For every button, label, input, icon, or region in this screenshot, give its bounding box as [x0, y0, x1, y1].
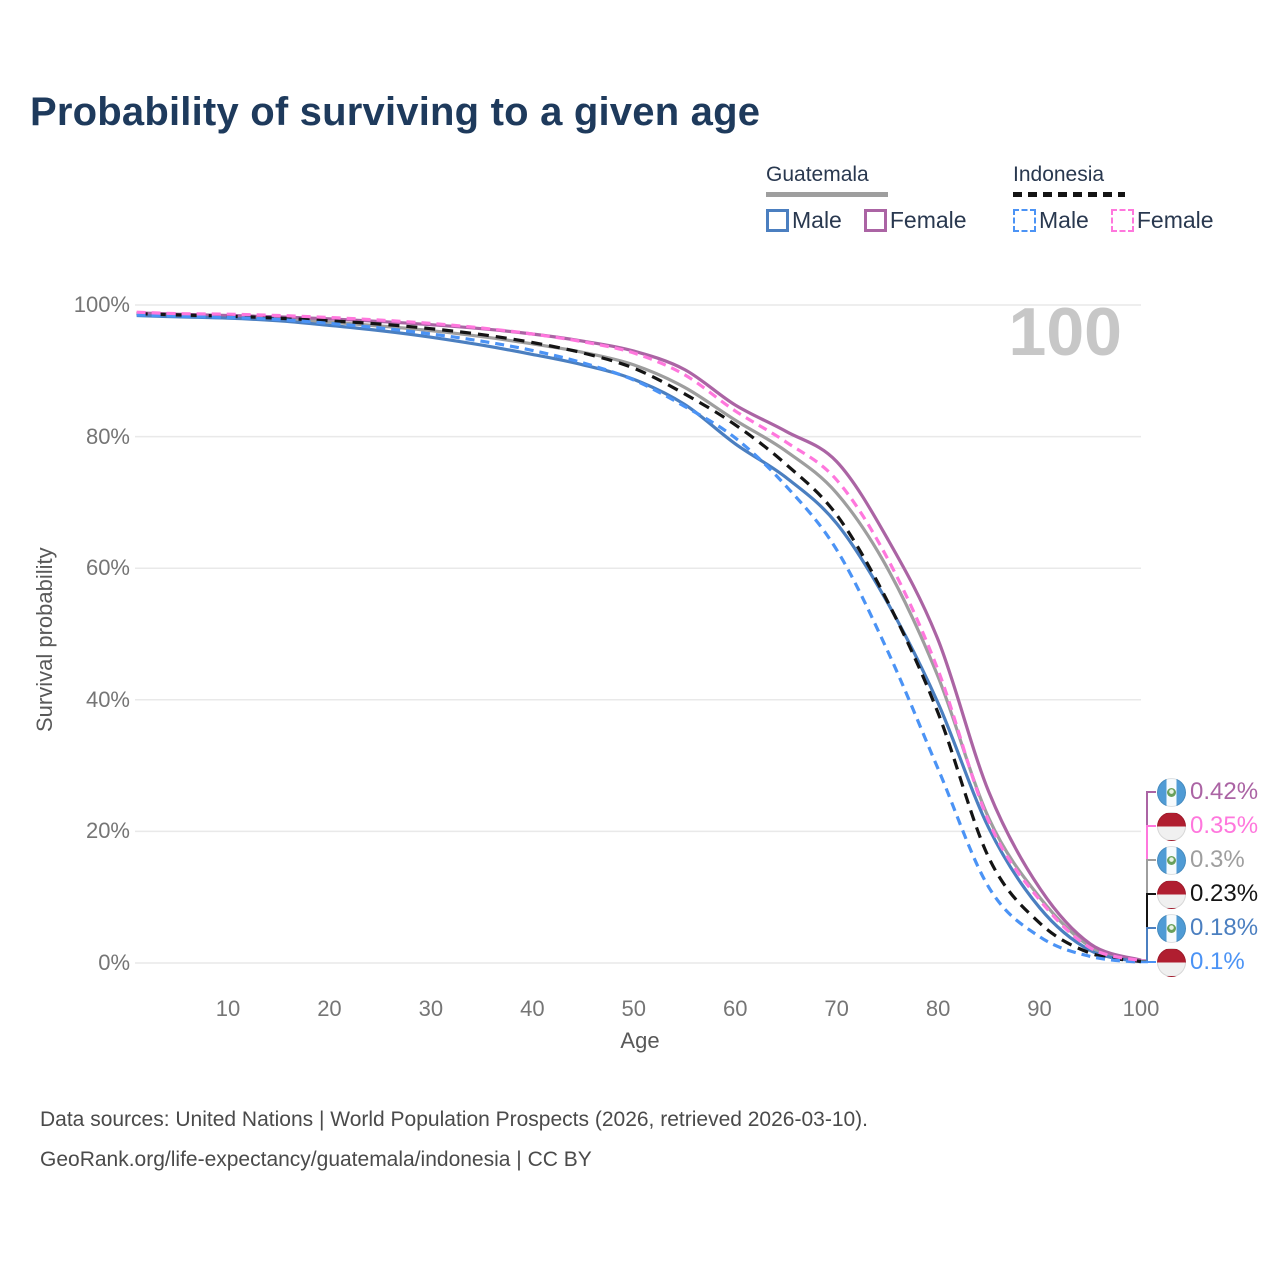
legend-item-indonesia-female[interactable]: Female: [1110, 207, 1214, 234]
y-tick-label: 0%: [98, 950, 130, 975]
data-sources-line: Data sources: United Nations | World Pop…: [40, 1108, 869, 1131]
attribution-line: GeoRank.org/life-expectancy/guatemala/in…: [40, 1148, 592, 1171]
y-tick-label: 80%: [85, 423, 130, 449]
curve-indonesia-female: [136, 310, 1142, 963]
indonesia-flag-icon: [1157, 811, 1186, 841]
legend-item-guatemala-male[interactable]: Male: [766, 207, 842, 234]
legend-item-label: Female: [1136, 207, 1214, 233]
y-tick-label: 20%: [85, 818, 130, 844]
curve-indonesia-both-sexes: [136, 312, 1142, 964]
x-tick-label: 100: [1122, 996, 1160, 1021]
legend-swatch-guatemala-male: [766, 209, 789, 232]
y-tick-label: 40%: [85, 686, 130, 712]
x-tick-label: 30: [418, 996, 444, 1021]
x-tick-label: 10: [215, 996, 241, 1021]
legend-line-sample-indonesia: [1013, 192, 1125, 197]
legend-item-indonesia-male[interactable]: Male: [1013, 207, 1089, 234]
legend-country-guatemala: Guatemala: [766, 163, 869, 186]
x-tick-label: 40: [520, 996, 545, 1021]
indonesia-flag-icon: [1157, 879, 1186, 909]
end-label-indonesia-both-sexes: 0.23%: [1157, 879, 1258, 909]
curve-indonesia-male: [136, 313, 1142, 964]
end-label-value: 0.1%: [1190, 948, 1245, 975]
end-label-value: 0.3%: [1190, 846, 1245, 873]
legend-swatch-indonesia-female: [1110, 209, 1134, 232]
end-label-connector: [1141, 859, 1156, 962]
x-axis-title: Age: [620, 1028, 660, 1053]
x-tick-label: 80: [925, 996, 951, 1021]
x-tick-label: 70: [824, 996, 849, 1021]
y-axis-title: Survival probability: [32, 547, 57, 732]
indonesia-flag-icon: [1157, 947, 1186, 977]
legend-swatch-indonesia-male: [1013, 209, 1036, 232]
end-label-indonesia-female: 0.35%: [1157, 811, 1258, 841]
page-title: Probability of surviving to a given age: [30, 90, 761, 134]
curve-guatemala-male: [136, 313, 1142, 964]
x-tick-label: 60: [722, 996, 748, 1021]
legend-item-label: Male: [1039, 207, 1089, 233]
guatemala-flag-icon: [1157, 913, 1186, 943]
legend-item-guatemala-female[interactable]: Female: [863, 207, 967, 234]
guatemala-flag-icon: [1157, 845, 1186, 875]
guatemala-flag-icon: [1157, 777, 1186, 807]
legend-line-sample-guatemala: [766, 192, 888, 197]
legend-country-indonesia: Indonesia: [1013, 163, 1105, 186]
end-label-connector: [1141, 791, 1156, 962]
legend-item-label: Female: [889, 207, 967, 233]
end-label-guatemala-both-sexes: 0.3%: [1157, 845, 1245, 875]
x-tick-label: 20: [317, 996, 342, 1021]
legend-item-label: Male: [792, 207, 842, 233]
end-label-connector: [1141, 927, 1156, 963]
end-label-indonesia-male: 0.1%: [1157, 947, 1245, 977]
age-counter-watermark: 100: [1008, 294, 1122, 370]
x-tick-label: 90: [1027, 996, 1052, 1021]
legend-swatch-guatemala-female: [863, 209, 887, 232]
end-label-guatemala-male: 0.18%: [1157, 913, 1258, 943]
x-tick-label: 50: [621, 996, 646, 1021]
legend-group-indonesia: Indonesia Male Female: [1013, 163, 1236, 234]
y-tick-label: 60%: [85, 555, 130, 581]
end-label-value: 0.23%: [1190, 880, 1259, 907]
y-tick-label: 100%: [73, 292, 130, 317]
end-label-value: 0.18%: [1190, 914, 1259, 941]
legend-group-guatemala: Guatemala Male Female: [766, 163, 989, 234]
end-label-guatemala-female: 0.42%: [1157, 777, 1258, 807]
end-label-value: 0.42%: [1190, 778, 1259, 805]
end-label-value: 0.35%: [1190, 812, 1259, 839]
